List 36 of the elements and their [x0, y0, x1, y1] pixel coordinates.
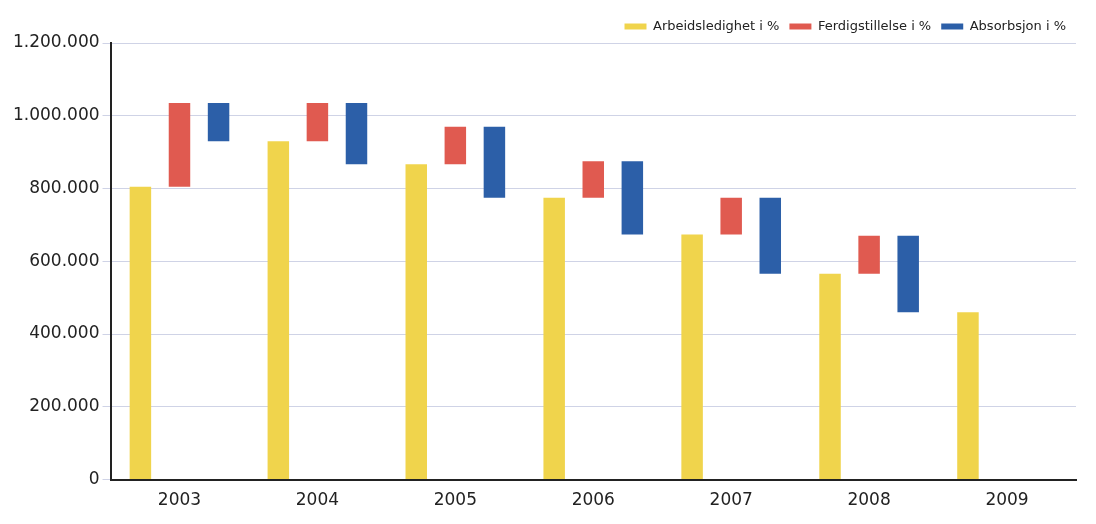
- bar: [720, 197, 742, 235]
- bar: [207, 103, 230, 142]
- bar: [306, 103, 329, 142]
- x-tick-label: 2009: [985, 489, 1029, 510]
- bar: [621, 161, 644, 235]
- y-tick-label: 600.000: [29, 249, 100, 270]
- bar: [681, 234, 703, 480]
- y-tick-label: 400.000: [29, 322, 100, 343]
- bar: [483, 126, 506, 198]
- y-tick-label: 800.000: [29, 176, 100, 197]
- bar: [267, 141, 290, 480]
- y-tick-label: 1.200.000: [12, 31, 100, 52]
- bar: [858, 235, 880, 274]
- legend-label: Absorbsjon i %: [969, 17, 1067, 33]
- x-tick-label: 2007: [709, 489, 753, 510]
- y-tick-label: 0: [88, 468, 100, 489]
- bar: [444, 126, 467, 165]
- x-tick-label: 2008: [847, 489, 891, 510]
- y-tick-label: 1.000.000: [12, 104, 100, 125]
- legend-label: Ferdigstillelse i %: [817, 17, 932, 33]
- x-tick-label: 2003: [157, 489, 202, 510]
- bar: [168, 103, 191, 187]
- bar: [345, 103, 368, 165]
- bar: [819, 273, 841, 480]
- bar: [957, 312, 979, 480]
- x-tick-label: 2006: [571, 489, 615, 510]
- bar: [405, 164, 427, 480]
- x-tick-label: 2005: [433, 489, 477, 510]
- bar: [897, 235, 919, 313]
- bar: [759, 197, 782, 274]
- legend-label: Arbeidsledighet i %: [653, 17, 780, 33]
- bar: [582, 161, 605, 198]
- bar: [543, 197, 565, 480]
- y-tick-label: 200.000: [29, 395, 100, 416]
- x-tick-label: 2004: [295, 489, 340, 510]
- bar: [129, 186, 152, 480]
